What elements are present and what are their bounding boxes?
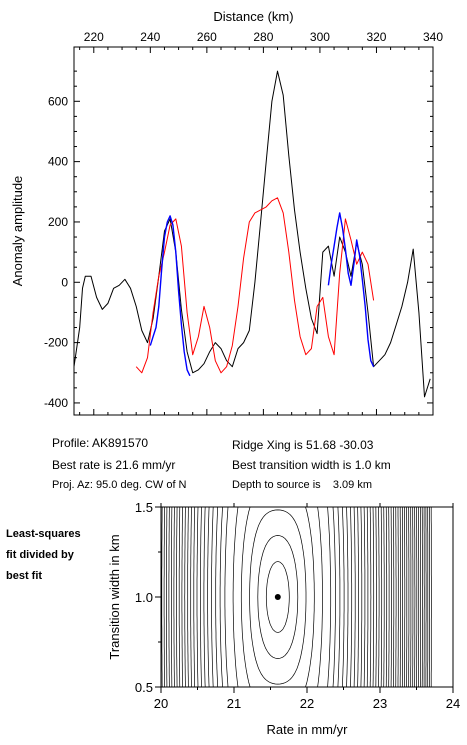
contour-level-6	[219, 507, 336, 687]
x-axis-label: Distance (km)	[213, 9, 293, 24]
width-axis-label: Transition width in km	[107, 534, 122, 659]
rate-tick-label-23: 23	[373, 696, 387, 711]
contour-level-11	[200, 507, 356, 687]
x-tick-label-340: 340	[423, 30, 443, 44]
profile-text: Profile: AK891570	[52, 436, 149, 450]
series-1-line-0	[135, 197, 375, 374]
x-tick-label-280: 280	[253, 30, 273, 44]
contour-level-16	[184, 507, 372, 687]
rate-tick-label-20: 20	[154, 696, 168, 711]
contour-level-24	[163, 507, 392, 687]
contour-level-8	[211, 507, 345, 687]
width-tick-label-0.5: 0.5	[135, 680, 153, 695]
contour-level-2	[249, 509, 307, 685]
y-tick-label-200: 200	[48, 215, 68, 229]
contour-level-19	[176, 507, 380, 687]
series-0-line-0	[73, 70, 431, 398]
contour-level-0	[265, 561, 290, 633]
rate-tick-label-22: 22	[300, 696, 314, 711]
contour-level-7	[215, 507, 341, 687]
contour-level-9	[207, 507, 349, 687]
x-tick-label-240: 240	[140, 30, 160, 44]
x-tick-label-300: 300	[310, 30, 330, 44]
side-note: Least-squares fit divided by best fit	[6, 528, 81, 582]
y-axis-label: Anomaly amplitude	[10, 176, 25, 287]
rate-tick-label-24: 24	[446, 696, 460, 711]
anomaly-chart: 220 240 260 280 300 320 340 -400 -200 0 200 400 600 D…	[10, 9, 443, 416]
contour-lines	[161, 507, 432, 687]
contour-level-4	[232, 507, 323, 687]
y-tick-label-0: 0	[61, 275, 68, 289]
best-transition-text: Best transition width is 1.0 km	[232, 458, 391, 472]
rate-axis-label: Rate in mm/yr	[267, 722, 349, 737]
width-tick-label-1.5: 1.5	[135, 500, 153, 515]
contour-level-18	[178, 507, 377, 687]
y-tick-label-400: 400	[48, 155, 68, 169]
y-tick-label-600: 600	[48, 94, 68, 108]
rate-tick-label-21: 21	[227, 696, 241, 711]
contour-level-25	[161, 507, 395, 687]
contour-level-10	[203, 507, 353, 687]
contour-level-17	[181, 507, 375, 687]
ridge-xing-text: Ridge Xing is 51.68 -30.03	[232, 438, 374, 452]
contour-level-22	[168, 507, 388, 687]
y-tick-label--400: -400	[44, 396, 68, 410]
x-tick-label-320: 320	[366, 30, 386, 44]
x-tick-label-220: 220	[84, 30, 104, 44]
best-rate-text: Best rate is 21.6 mm/yr	[52, 458, 176, 472]
depth-to-source-text: Depth to source is 3.09 km	[232, 479, 373, 491]
contour-level-13	[193, 507, 363, 687]
proj-az-text: Proj. Az: 95.0 deg. CW of N	[52, 479, 187, 491]
contour-level-5	[224, 507, 332, 687]
plot-frame	[73, 46, 434, 416]
contour-level-20	[173, 507, 383, 687]
series-2-line-0	[149, 215, 191, 377]
best-fit-point	[274, 594, 281, 600]
contour-level-3	[240, 507, 315, 687]
contour-level-14	[190, 507, 366, 687]
contour-level-23	[166, 507, 390, 687]
contour-level-21	[171, 507, 385, 687]
misfit-contour-chart: 20 21 22 23 24 0.5 1.0 1.5 Rate in mm/yr Transiti…	[107, 500, 460, 737]
contour-level-15	[187, 507, 369, 687]
x-tick-label-260: 260	[197, 30, 217, 44]
series-2-line-1	[327, 212, 375, 367]
contour-level-12	[196, 507, 359, 687]
y-tick-label--200: -200	[44, 336, 68, 350]
width-tick-label-1: 1.0	[135, 590, 153, 605]
contour-level-1	[257, 535, 299, 659]
